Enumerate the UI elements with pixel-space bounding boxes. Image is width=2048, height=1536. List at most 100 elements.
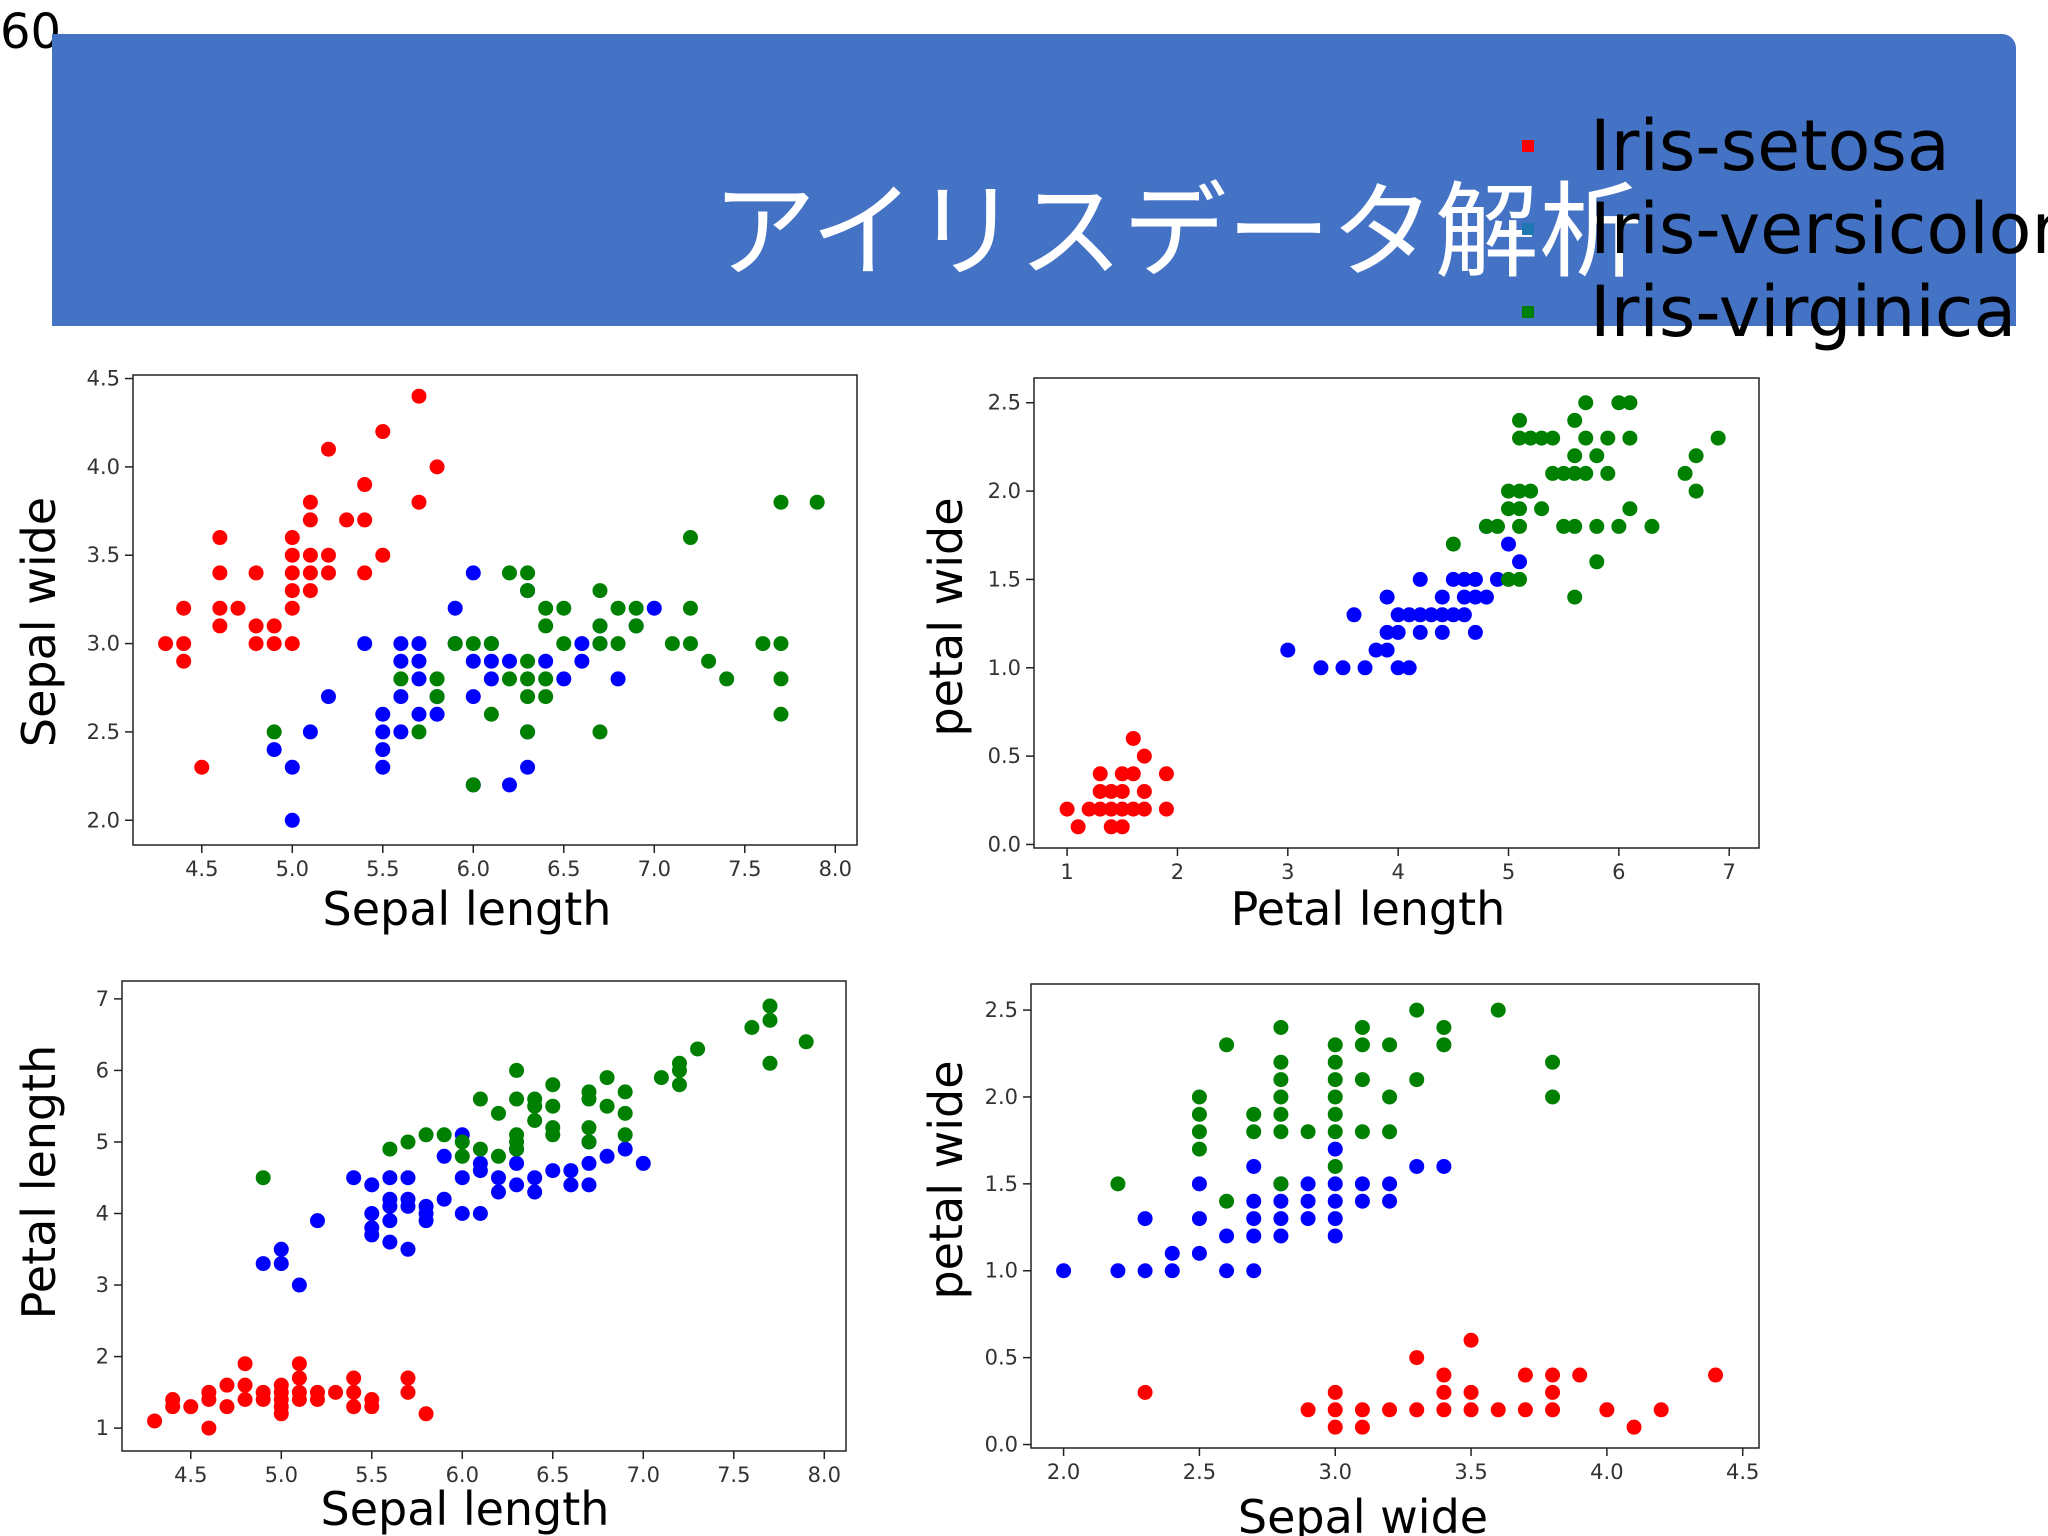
point-virginica (1523, 483, 1539, 499)
point-setosa (429, 459, 445, 475)
point-setosa (357, 512, 373, 528)
point-versicolor (1412, 571, 1428, 587)
point-setosa (1092, 783, 1108, 799)
point-virginica (762, 1012, 778, 1028)
point-setosa (302, 494, 318, 510)
point-versicolor (472, 1205, 488, 1221)
point-setosa (1070, 819, 1086, 835)
point-virginica (581, 1091, 597, 1107)
point-setosa (302, 565, 318, 581)
point-versicolor (1379, 624, 1395, 640)
point-versicolor (1467, 571, 1483, 587)
point-virginica (1445, 536, 1461, 552)
point-virginica (556, 600, 572, 616)
point-versicolor (628, 618, 644, 634)
point-versicolor (346, 1170, 362, 1186)
point-virginica (1677, 465, 1693, 481)
point-setosa (302, 512, 318, 528)
y-axis-label: petal wide (919, 497, 973, 736)
point-virginica (1191, 1124, 1207, 1140)
point-versicolor (382, 1191, 398, 1207)
point-versicolor (465, 565, 481, 581)
point-setosa (418, 1406, 434, 1422)
point-virginica (682, 600, 698, 616)
y-tick-label: 2.0 (985, 1085, 1018, 1109)
point-versicolor (483, 671, 499, 687)
x-tick-label: 8.0 (819, 857, 852, 881)
point-virginica (1567, 589, 1583, 605)
point-setosa (255, 1391, 271, 1407)
point-virginica (610, 636, 626, 652)
point-virginica (538, 600, 554, 616)
point-versicolor (1300, 1176, 1316, 1192)
point-versicolor (1246, 1263, 1262, 1279)
point-versicolor (1246, 1193, 1262, 1209)
point-virginica (429, 671, 445, 687)
point-virginica (266, 724, 282, 740)
x-tick-label: 4 (1391, 860, 1404, 884)
point-versicolor (574, 636, 590, 652)
point-versicolor (382, 1170, 398, 1186)
point-setosa (1572, 1367, 1588, 1383)
point-versicolor (364, 1205, 380, 1221)
point-versicolor (574, 653, 590, 669)
point-versicolor (364, 1227, 380, 1243)
point-virginica (1512, 501, 1528, 517)
point-virginica (1611, 395, 1627, 411)
point-virginica (610, 600, 626, 616)
point-setosa (320, 441, 336, 457)
point-setosa (1545, 1367, 1561, 1383)
point-setosa (284, 530, 300, 546)
point-versicolor (302, 724, 318, 740)
point-setosa (1354, 1402, 1370, 1418)
point-versicolor (501, 653, 517, 669)
point-virginica (1578, 465, 1594, 481)
point-versicolor (563, 1163, 579, 1179)
point-virginica (1534, 430, 1550, 446)
point-versicolor (563, 1177, 579, 1193)
point-virginica (581, 1134, 597, 1150)
point-virginica (671, 1062, 687, 1078)
point-versicolor (1382, 1176, 1398, 1192)
point-virginica (1327, 1106, 1343, 1122)
point-virginica (520, 689, 536, 705)
point-virginica (1512, 571, 1528, 587)
point-setosa (1059, 801, 1075, 817)
point-virginica (1110, 1176, 1126, 1192)
point-setosa (364, 1391, 380, 1407)
point-versicolor (454, 1205, 470, 1221)
point-versicolor (1501, 536, 1517, 552)
point-setosa (273, 1377, 289, 1393)
point-versicolor (581, 1177, 597, 1193)
point-setosa (266, 618, 282, 634)
y-tick-label: 0.0 (988, 832, 1021, 856)
point-virginica (1545, 1089, 1561, 1105)
point-versicolor (581, 1134, 597, 1150)
point-versicolor (1191, 1176, 1207, 1192)
point-setosa (237, 1391, 253, 1407)
point-virginica (1273, 1089, 1289, 1105)
point-versicolor (599, 1148, 615, 1164)
point-versicolor (1280, 642, 1296, 658)
point-setosa (1103, 819, 1119, 835)
point-virginica (509, 1127, 525, 1143)
point-versicolor (429, 706, 445, 722)
point-versicolor (646, 600, 662, 616)
x-tick-label: 4.0 (1590, 1460, 1623, 1484)
point-versicolor (465, 777, 481, 793)
point-virginica (1219, 1193, 1235, 1209)
point-virginica (556, 636, 572, 652)
point-setosa (183, 1399, 199, 1415)
point-virginica (1688, 448, 1704, 464)
point-setosa (201, 1384, 217, 1400)
point-virginica (472, 1141, 488, 1157)
point-versicolor (509, 1155, 525, 1171)
point-setosa (1300, 1402, 1316, 1418)
point-versicolor (1512, 554, 1528, 570)
point-setosa (248, 565, 264, 581)
point-virginica (1622, 395, 1638, 411)
point-virginica (527, 1098, 543, 1114)
y-axis-label: petal wide (919, 1060, 973, 1299)
point-versicolor (447, 600, 463, 616)
point-virginica (1534, 501, 1550, 517)
